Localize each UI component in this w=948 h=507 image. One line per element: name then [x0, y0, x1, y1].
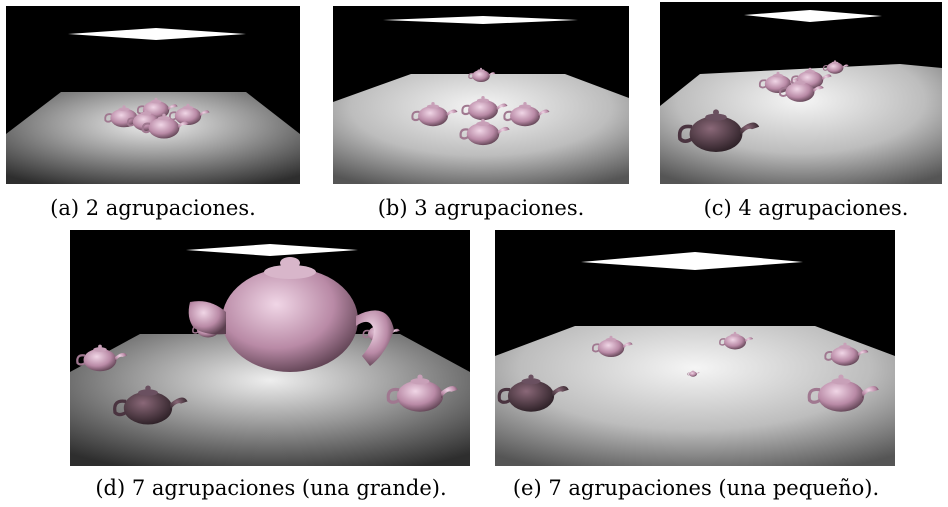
- light-panel: [581, 252, 803, 270]
- figure-b-render: [333, 6, 629, 184]
- figure-d-render: [70, 230, 470, 466]
- caption-b: (b) 3 agrupaciones.: [377, 196, 585, 220]
- caption-c: (c) 4 agrupaciones.: [703, 196, 909, 220]
- figure-a-render: [6, 6, 300, 184]
- light-panel: [383, 16, 578, 24]
- caption-a: (a) 2 agrupaciones.: [50, 196, 256, 220]
- figure-c-render: [660, 2, 942, 184]
- large-teapot: [188, 257, 394, 372]
- light-panel: [744, 10, 882, 22]
- caption-e: (e) 7 agrupaciones (una pequeño).: [512, 476, 880, 500]
- light-panel: [186, 244, 358, 256]
- light-panel: [68, 28, 246, 40]
- caption-d: (d) 7 agrupaciones (una grande).: [95, 476, 447, 500]
- figure-e-render: [495, 230, 895, 466]
